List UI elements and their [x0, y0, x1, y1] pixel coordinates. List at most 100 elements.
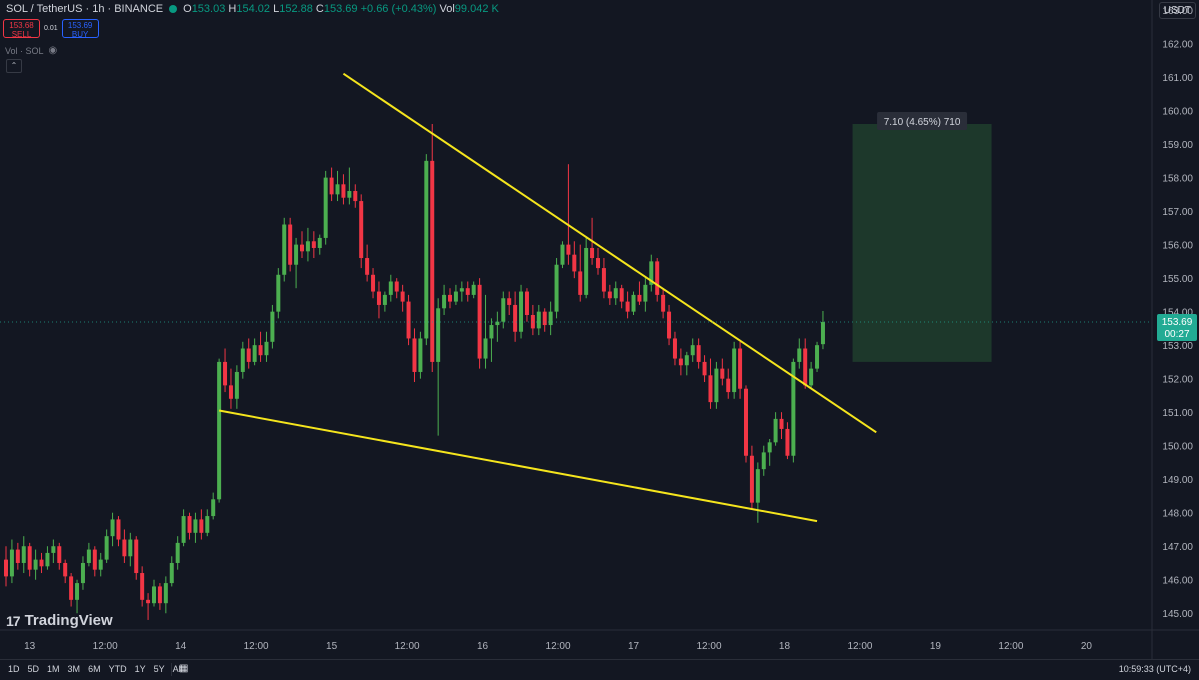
calendar-icon[interactable]: ▦ [179, 663, 189, 674]
time-range-buttons: 1D 5D 1M 3M 6M YTD 1Y 5Y All [8, 664, 183, 674]
low-value: 152.88 [279, 3, 313, 15]
candle-body [335, 184, 340, 195]
candle-body [57, 546, 62, 563]
range-ytd[interactable]: YTD [108, 664, 127, 674]
buy-label: BUY [71, 30, 89, 39]
candle-body [193, 519, 198, 533]
candle-body [483, 338, 488, 359]
timezone-clock[interactable]: 10:59:33 (UTC+4) [1118, 664, 1191, 674]
candle-body [246, 348, 251, 362]
candle-body [86, 549, 91, 563]
price-tick-label: 151.00 [1162, 408, 1193, 419]
sell-button[interactable]: 153.68 SELL [3, 19, 40, 39]
candle-body [169, 562, 174, 584]
range-1m[interactable]: 1M [47, 664, 60, 674]
candle-body [163, 583, 168, 604]
sell-label: SELL [11, 30, 32, 39]
candle-body [80, 562, 85, 584]
candle-body [684, 355, 689, 366]
candle-body [536, 311, 541, 329]
volume-indicator[interactable]: Vol · SOL ◉ [5, 45, 57, 56]
candle-body [371, 274, 376, 292]
collapse-chevron-icon[interactable]: ⌃ [6, 59, 22, 73]
price-tick-label: 157.00 [1162, 207, 1193, 218]
candle-body [631, 294, 636, 312]
candle-body [702, 361, 707, 376]
time-tick-label: 13 [24, 641, 36, 652]
candle-body [134, 539, 139, 574]
time-tick-label: 12:00 [93, 641, 118, 652]
candle-body [815, 345, 820, 369]
eye-icon[interactable]: ◉ [48, 45, 58, 56]
candle-body [27, 546, 32, 570]
candle-body [779, 418, 784, 429]
candlestick-chart[interactable]: 163.00162.00161.00160.00159.00158.00157.… [0, 0, 1199, 659]
candle-body [554, 264, 559, 312]
candle-body [637, 294, 642, 302]
time-tick-label: 12:00 [847, 641, 872, 652]
candle-body [317, 237, 322, 248]
candle-body [424, 160, 429, 339]
candle-body [578, 271, 583, 295]
candle-body [797, 348, 802, 362]
price-tick-label: 148.00 [1162, 509, 1193, 520]
candle-body [211, 499, 216, 517]
range-6m[interactable]: 6M [88, 664, 101, 674]
candle-body [199, 519, 204, 533]
time-tick-label: 12:00 [998, 641, 1023, 652]
candle-body [436, 308, 441, 362]
candle-body [228, 385, 233, 399]
range-1d[interactable]: 1D [8, 664, 20, 674]
price-tick-label: 153.00 [1162, 341, 1193, 352]
symbol-header: SOL / TetherUS · 1h · BINANCE O153.03 H1… [6, 3, 499, 15]
price-tick-label: 161.00 [1162, 73, 1193, 84]
time-tick-label: 14 [175, 641, 187, 652]
candle-body [205, 516, 210, 533]
candle-body [98, 559, 103, 570]
candle-body [252, 345, 257, 362]
market-status-icon [169, 5, 178, 13]
change-value: +0.66 (+0.43%) [360, 3, 437, 15]
candle-body [187, 516, 192, 533]
candle-body [400, 291, 405, 302]
target-zone [852, 123, 992, 362]
buy-button[interactable]: 153.69 BUY [61, 19, 99, 39]
candle-body [388, 281, 393, 295]
range-all[interactable]: All [172, 664, 183, 674]
range-3m[interactable]: 3M [67, 664, 81, 674]
range-5y[interactable]: 5Y [153, 664, 165, 674]
candle-body [607, 291, 612, 299]
candle-body [820, 322, 825, 345]
candle-body [542, 311, 547, 326]
time-tick-label: 17 [628, 641, 640, 652]
price-tick-label: 156.00 [1162, 241, 1193, 252]
tradingview-wordmark: TradingView [24, 612, 113, 629]
candle-body [258, 345, 263, 356]
candle-body [584, 247, 589, 295]
range-1y[interactable]: 1Y [134, 664, 146, 674]
candle-body [394, 281, 399, 292]
candle-body [744, 388, 748, 456]
candle-body [270, 311, 275, 342]
candle-body [92, 549, 97, 570]
candle-body [791, 361, 796, 456]
candle-body [453, 291, 458, 302]
candle-body [566, 244, 571, 255]
candle-body [524, 291, 529, 315]
candle-body [382, 294, 387, 305]
symbol-title[interactable]: SOL / TetherUS · 1h · BINANCE [6, 3, 164, 15]
candle-body [767, 442, 772, 453]
candle-body [264, 341, 269, 356]
candle-body [459, 288, 464, 292]
price-tick-label: 160.00 [1162, 107, 1193, 118]
trendline [218, 409, 818, 523]
trendline [342, 72, 877, 434]
candle-body [122, 539, 127, 557]
candle-body [803, 348, 808, 386]
currency-selector[interactable]: USDT [1158, 2, 1196, 19]
price-tick-label: 146.00 [1162, 576, 1193, 587]
range-5d[interactable]: 5D [27, 664, 40, 674]
candle-body [294, 244, 299, 265]
candle-body [406, 301, 411, 339]
candle-body [548, 311, 553, 326]
